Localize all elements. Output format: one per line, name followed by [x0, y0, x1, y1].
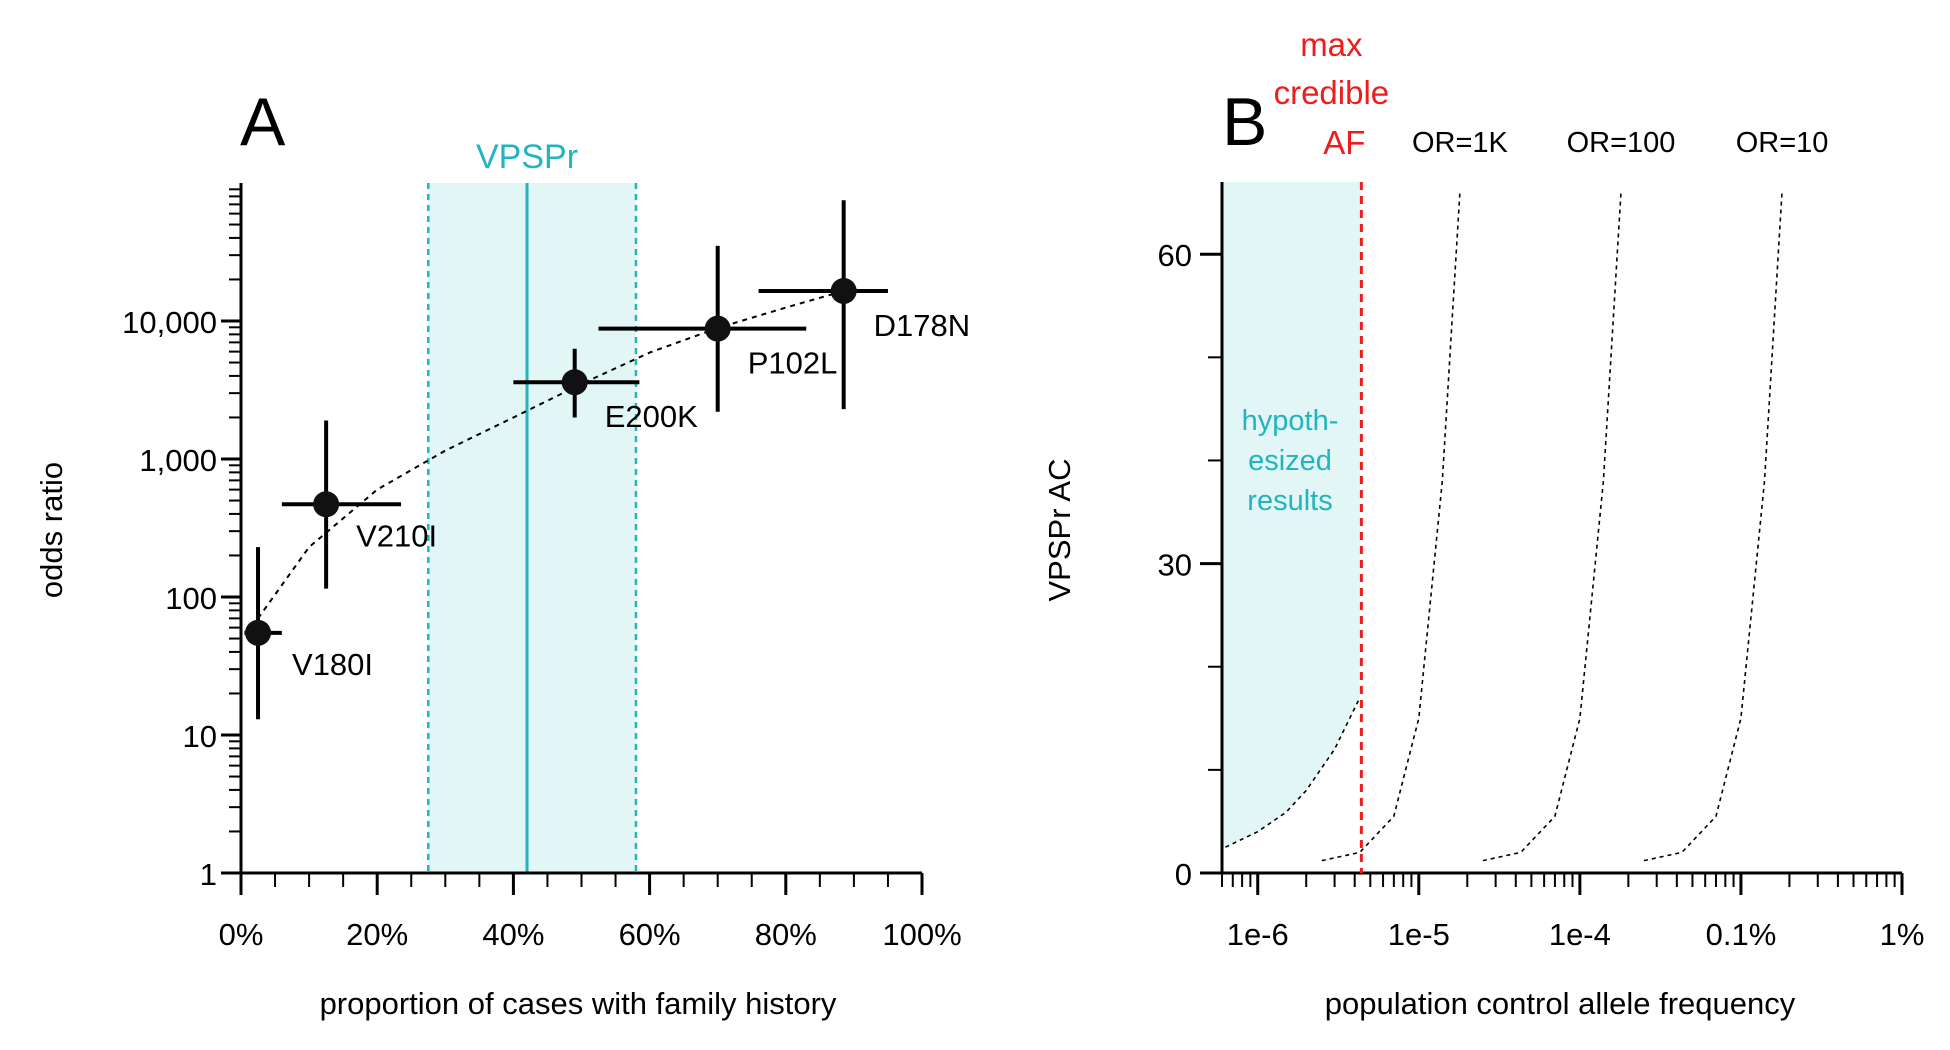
- panel-a-y-axis-label: odds ratio: [34, 462, 69, 598]
- y-tick-label: 1: [200, 857, 217, 892]
- x-tick-label: 80%: [755, 917, 817, 952]
- vpspr-band: [427, 183, 638, 873]
- data-point-e200k: E200K: [513, 348, 698, 434]
- panel-b-y-axis-label: VPSPr AC: [1042, 459, 1077, 602]
- point-marker: [561, 369, 588, 396]
- x-tick-label: 1e-6: [1227, 917, 1289, 952]
- point-label: V210I: [356, 518, 437, 553]
- hypothesized-results-label: hypoth-esized results: [1242, 405, 1339, 517]
- or-curve-or-10: [1643, 192, 1783, 862]
- max-credible-af-label: max credible AF: [1274, 26, 1390, 161]
- x-tick-label: 40%: [482, 917, 544, 952]
- point-marker: [245, 619, 272, 646]
- point-label: D178N: [874, 308, 971, 343]
- panel-a-trend-curve: [257, 290, 844, 619]
- shaded-region-fill: [1222, 182, 1362, 848]
- panel-a-x-axis-label: proportion of cases with family history: [320, 986, 837, 1021]
- y-tick-label: 100: [165, 581, 217, 616]
- max-credible-af-label-line: AF: [1323, 124, 1365, 161]
- x-tick-label: 100%: [882, 917, 961, 952]
- vpspr-band-fill: [428, 183, 636, 873]
- y-tick-label: 60: [1158, 238, 1192, 273]
- panel-a-label: A: [240, 84, 286, 160]
- data-point-p102l: P102L: [598, 245, 838, 412]
- x-tick-label: 60%: [619, 917, 681, 952]
- x-tick-label: 1e-4: [1549, 917, 1611, 952]
- point-marker: [704, 315, 731, 342]
- shaded-region-label-line: esized: [1248, 445, 1332, 477]
- or-curve-label: OR=100: [1567, 127, 1676, 159]
- max-credible-af-label-line: max: [1300, 26, 1363, 63]
- x-tick-label: 20%: [346, 917, 408, 952]
- y-tick-label: 1,000: [139, 443, 217, 478]
- trend-curve: [257, 290, 844, 619]
- x-tick-label: 1e-5: [1388, 917, 1450, 952]
- or-curve-or-1k: [1321, 192, 1461, 862]
- hypothesized-results-region: [1222, 182, 1362, 848]
- x-tick-label: 0.1%: [1706, 917, 1777, 952]
- vpspr-band-label: VPSPr: [476, 138, 578, 176]
- y-tick-label: 10,000: [122, 305, 217, 340]
- data-point-v210i: V210I: [281, 420, 437, 589]
- panel-a-points: V180I V210I E200K P102L D178N: [244, 200, 971, 720]
- point-marker: [830, 277, 857, 304]
- or-curve-label: OR=1K: [1412, 127, 1509, 159]
- point-label: V180I: [292, 647, 373, 682]
- shaded-region-label-line: hypoth-: [1242, 405, 1339, 437]
- point-label: P102L: [748, 346, 838, 381]
- data-point-v180i: V180I: [244, 547, 373, 720]
- panel-b-axes: 0 30 60 1e-6 1e-5 1e-4 0.1% 1%: [1158, 182, 1925, 952]
- panel-b: B hypoth-esized results 0 30 60 1e-6 1e-5 1e-4…: [1042, 26, 1924, 1021]
- y-tick-label: 0: [1175, 857, 1192, 892]
- point-label: E200K: [605, 399, 698, 434]
- panel-b-x-axis-label: population control allele frequency: [1325, 986, 1796, 1021]
- data-point-d178n: D178N: [758, 200, 971, 410]
- x-tick-label: 1%: [1880, 917, 1925, 952]
- panel-b-curves: OR=1K OR=100 OR=10: [1225, 127, 1829, 862]
- point-marker: [313, 491, 340, 518]
- y-tick-label: 10: [183, 719, 217, 754]
- panel-b-label: B: [1222, 84, 1267, 160]
- max-credible-af-label-line: credible: [1274, 74, 1390, 111]
- panel-a-axes: 1 10 100 1,000 10,000 0% 20% 40% 60% 80% 100%: [122, 183, 962, 952]
- or-curve-or-100: [1482, 192, 1622, 862]
- x-tick-label: 0%: [219, 917, 264, 952]
- y-tick-label: 30: [1158, 548, 1192, 583]
- shaded-region-label-line: results: [1247, 485, 1332, 517]
- or-curve-label: OR=10: [1736, 127, 1829, 159]
